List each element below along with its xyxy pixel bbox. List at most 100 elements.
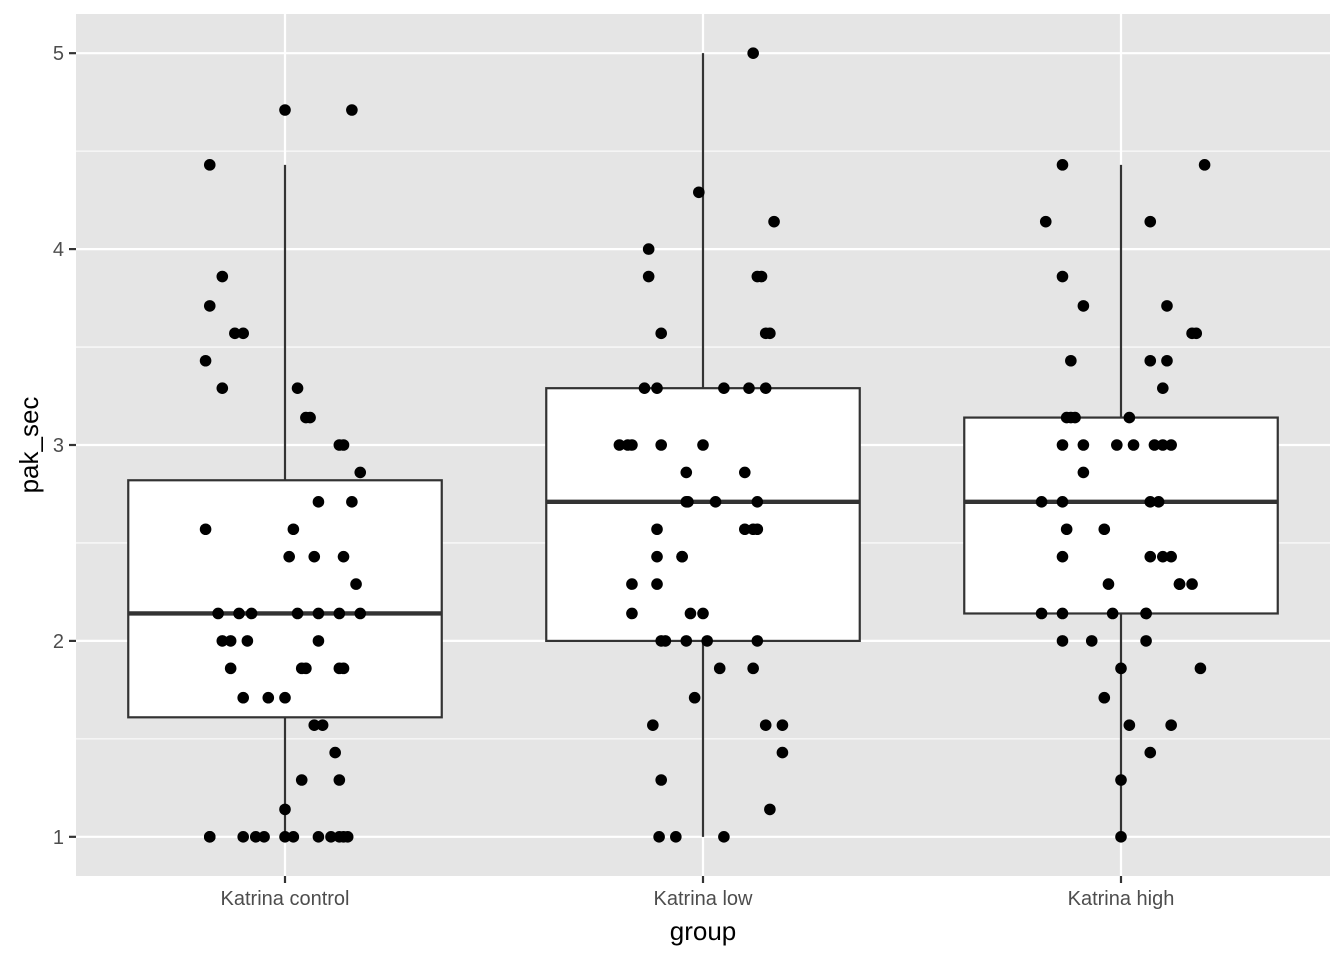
boxes-layer	[127, 53, 1279, 837]
box-2	[545, 53, 861, 837]
data-point	[1157, 550, 1169, 563]
y-tick-label: 2	[53, 631, 64, 653]
data-point	[237, 831, 249, 843]
data-point	[1065, 411, 1077, 424]
data-point	[1035, 607, 1048, 620]
data-point	[295, 774, 308, 786]
data-point	[304, 411, 316, 424]
data-point	[1127, 439, 1140, 451]
y-tick-label: 3	[53, 435, 64, 457]
data-point	[626, 439, 638, 451]
data-point	[1106, 607, 1119, 620]
x-axis: Katrina control Katrina low Katrina high	[221, 876, 1174, 910]
data-point	[1060, 523, 1073, 536]
data-point	[1115, 662, 1127, 675]
data-point	[647, 719, 659, 731]
data-point	[1140, 607, 1152, 620]
data-point	[1157, 439, 1169, 451]
data-point	[751, 523, 764, 536]
data-point	[354, 607, 367, 620]
data-point	[1157, 382, 1169, 394]
data-point	[747, 47, 759, 59]
data-point	[1123, 719, 1136, 731]
data-point	[1035, 496, 1048, 508]
box-3	[963, 164, 1279, 837]
data-point	[1056, 270, 1069, 283]
data-point	[718, 831, 730, 843]
data-point	[1186, 578, 1198, 590]
data-point	[1198, 159, 1211, 171]
data-point	[1111, 439, 1123, 451]
data-point	[279, 803, 291, 816]
data-point	[1077, 300, 1090, 312]
data-point	[1165, 719, 1177, 731]
data-point	[346, 496, 358, 508]
data-point	[287, 831, 300, 843]
data-point	[1098, 523, 1111, 536]
data-point	[1123, 411, 1136, 424]
data-point	[199, 523, 212, 536]
data-point	[776, 746, 789, 759]
data-point	[245, 607, 258, 620]
data-point	[693, 186, 705, 199]
data-point	[759, 719, 772, 731]
data-point	[337, 439, 350, 451]
data-point	[743, 382, 755, 394]
data-point	[680, 635, 693, 647]
data-point	[308, 550, 321, 563]
points-group-3	[1035, 159, 1211, 843]
data-point	[651, 578, 663, 590]
data-point	[1115, 774, 1127, 786]
data-point	[638, 382, 651, 394]
data-point	[216, 382, 229, 394]
data-point	[764, 327, 776, 340]
data-point	[655, 774, 667, 786]
data-point	[262, 691, 275, 704]
data-point	[291, 607, 304, 620]
data-point	[751, 496, 764, 508]
data-point	[659, 635, 672, 647]
data-point	[1098, 691, 1111, 704]
data-point	[341, 831, 354, 843]
data-point	[1148, 439, 1161, 451]
data-point	[1102, 578, 1115, 590]
data-point	[203, 300, 216, 312]
points-group-2	[613, 47, 789, 843]
data-point	[203, 159, 216, 171]
y-tick-label: 4	[53, 239, 64, 261]
data-point	[333, 607, 346, 620]
data-point	[651, 382, 663, 394]
data-point	[1144, 550, 1157, 563]
data-point	[755, 270, 768, 283]
data-point	[1194, 662, 1207, 675]
data-point	[1144, 496, 1157, 508]
x-tick-label: Katrina control	[221, 888, 350, 910]
data-point	[1056, 635, 1069, 647]
data-point	[1161, 300, 1173, 312]
x-tick-label: Katrina low	[654, 888, 753, 910]
data-point	[613, 439, 626, 451]
data-point	[333, 774, 346, 786]
data-point	[300, 662, 312, 675]
data-point	[1115, 831, 1127, 843]
data-point	[653, 831, 665, 843]
data-point	[739, 466, 751, 479]
data-point	[241, 635, 254, 647]
data-point	[1161, 354, 1173, 367]
data-point	[1165, 550, 1177, 563]
points-layer	[199, 47, 1211, 843]
data-point	[701, 635, 713, 647]
data-point	[1056, 607, 1069, 620]
data-point	[676, 550, 688, 563]
data-point	[333, 662, 346, 675]
data-point	[316, 719, 329, 731]
data-point	[684, 607, 697, 620]
data-point	[642, 243, 655, 255]
data-point	[626, 578, 638, 590]
data-point	[354, 466, 367, 479]
data-point	[1065, 354, 1077, 367]
data-point	[697, 439, 709, 451]
data-point	[1144, 746, 1157, 759]
data-point	[199, 354, 212, 367]
data-point	[1144, 354, 1157, 367]
